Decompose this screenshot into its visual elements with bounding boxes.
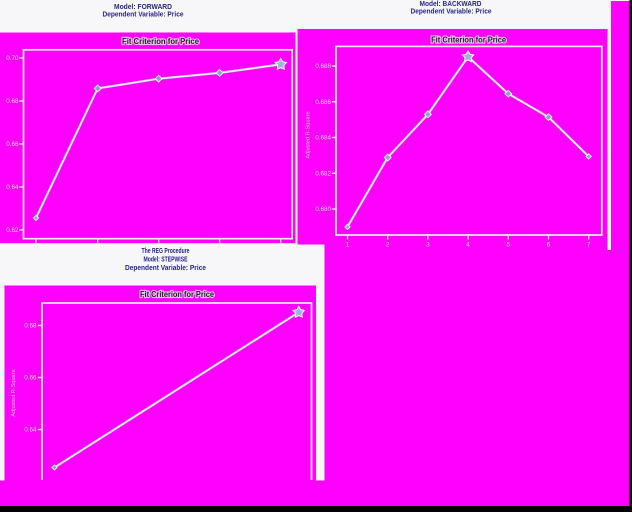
svg-text:Fit Criterion for Price: Fit Criterion for Price: [122, 37, 200, 46]
svg-text:Fit Criterion for Price: Fit Criterion for Price: [431, 35, 507, 44]
svg-text:0.686: 0.686: [315, 99, 331, 106]
svg-text:2: 2: [386, 242, 390, 249]
svg-text:Adjusted R-Square: Adjusted R-Square: [11, 369, 17, 416]
svg-text:0.64: 0.64: [6, 184, 19, 191]
svg-text:5: 5: [506, 242, 510, 249]
svg-text:Fit Criterion for Price: Fit Criterion for Price: [140, 290, 215, 299]
svg-text:0.66: 0.66: [24, 375, 37, 382]
svg-text:3: 3: [426, 242, 430, 249]
svg-text:0.68: 0.68: [24, 323, 37, 330]
svg-text:Dependent Variable: Price: Dependent Variable: Price: [125, 263, 206, 272]
svg-text:Model: STEPWISE: Model: STEPWISE: [144, 255, 188, 264]
svg-text:4: 4: [466, 242, 470, 249]
svg-text:Dependent Variable: Price: Dependent Variable: Price: [411, 7, 492, 16]
svg-text:Fit Criterion for Price: Fit Criterion for Price: [140, 290, 215, 299]
svg-text:6: 6: [547, 242, 551, 249]
svg-text:Model: BACKWARD: Model: BACKWARD: [420, 0, 482, 8]
svg-text:0.70: 0.70: [6, 55, 19, 62]
svg-text:0.684: 0.684: [315, 135, 331, 142]
svg-text:0.66: 0.66: [6, 141, 19, 148]
svg-text:Dependent Variable: Price: Dependent Variable: Price: [103, 10, 184, 19]
svg-text:Fit Criterion for Price: Fit Criterion for Price: [122, 37, 200, 46]
svg-text:0.680: 0.680: [315, 206, 331, 213]
svg-text:Model: FORWARD: Model: FORWARD: [114, 2, 172, 11]
svg-text:0.68: 0.68: [6, 98, 19, 105]
svg-text:1: 1: [346, 242, 350, 249]
svg-text:0.688: 0.688: [315, 63, 331, 70]
svg-text:The REG Procedure: The REG Procedure: [142, 246, 190, 255]
svg-text:Fit Criterion for Price: Fit Criterion for Price: [431, 35, 507, 44]
svg-text:Adjusted R-Square: Adjusted R-Square: [305, 111, 311, 158]
svg-text:7: 7: [587, 242, 591, 249]
svg-text:0.62: 0.62: [6, 227, 19, 234]
svg-text:0.64: 0.64: [24, 427, 37, 434]
svg-text:0.682: 0.682: [315, 170, 331, 177]
